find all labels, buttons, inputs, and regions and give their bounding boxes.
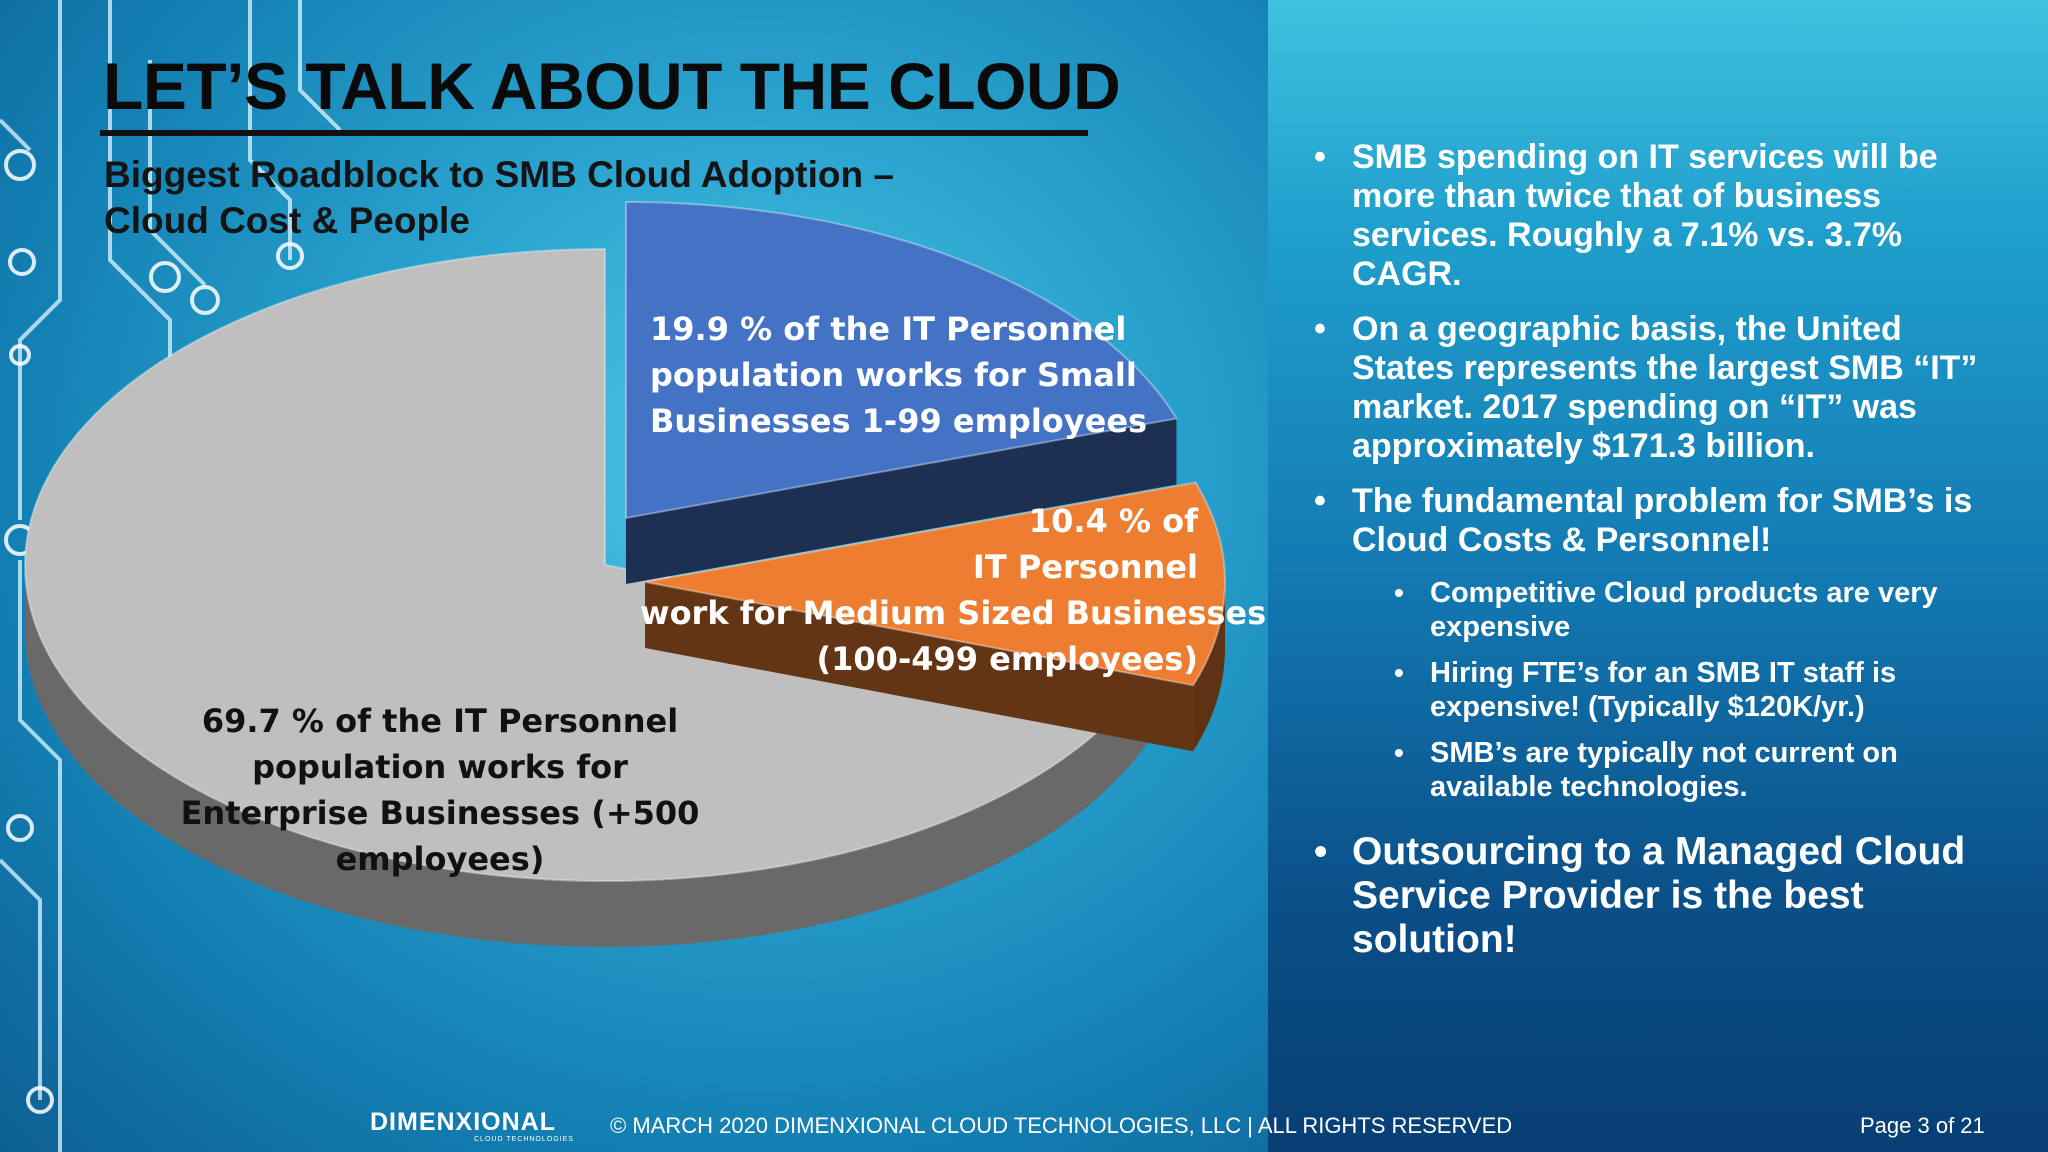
pie-slice-side-1-1 <box>645 582 1194 752</box>
slice-label-line: 19.9 % of the IT Personnel <box>650 310 1127 348</box>
title-underline <box>100 130 1088 136</box>
slice-label-enterprise: 69.7 % of the IT Personnel population wo… <box>180 698 700 882</box>
slice-label-small-business: 19.9 % of the IT Personnel population wo… <box>650 306 1147 444</box>
slice-label-medium-business: 10.4 % of IT Personnel work for Medium S… <box>640 498 1267 682</box>
pie-slice-top-0 <box>625 200 1179 520</box>
bullet-item: The fundamental problem for SMB’s is Clo… <box>1312 482 2012 560</box>
slice-label-line: IT Personnel <box>972 548 1198 586</box>
slide-title: LET’S TALK ABOUT THE CLOUD <box>103 49 1121 123</box>
bullet-item-highlight: Outsourcing to a Managed Cloud Service P… <box>1312 830 2012 962</box>
pie-slice-side-0-1 <box>626 418 1177 584</box>
logo-wordmark: DIMENXIONAL <box>370 1108 556 1136</box>
slice-label-line: 10.4 % of <box>1028 502 1198 540</box>
slice-label-line: work for Medium Sized Businesses <box>640 594 1267 632</box>
pie-chart <box>24 200 1226 947</box>
sub-bullet-item: Competitive Cloud products are very expe… <box>1388 576 2012 644</box>
company-logo: DIMENXIONAL CLOUD TECHNOLOGIES <box>370 1106 580 1148</box>
slice-label-line: 69.7 % of the IT Personnel <box>201 702 679 740</box>
sub-bullet-item: SMB’s are typically not current on avail… <box>1388 736 2012 804</box>
bullet-list: SMB spending on IT services will be more… <box>1312 138 2012 962</box>
page-number: Page 3 of 21 <box>1860 1113 1985 1138</box>
subtitle-line-1: Biggest Roadblock to SMB Cloud Adoption … <box>104 154 894 195</box>
slice-label-line: Enterprise Businesses (+500 <box>180 794 700 832</box>
pie-slice-1 <box>644 481 1226 752</box>
pie-slice-top-1 <box>644 481 1226 687</box>
sub-bullet-item: Hiring FTE’s for an SMB IT staff is expe… <box>1388 656 2012 724</box>
slice-label-line: Businesses 1-99 employees <box>650 402 1148 440</box>
slice-label-line: population works for <box>252 748 628 786</box>
logo-tagline: CLOUD TECHNOLOGIES <box>474 1136 574 1143</box>
pie-slice-top-2 <box>24 247 1155 882</box>
subtitle-line-2: Cloud Cost & People <box>104 200 470 241</box>
pie-slice-wall-1-0 <box>1193 582 1225 752</box>
bullet-item: SMB spending on IT services will be more… <box>1312 138 2012 294</box>
chart-subtitle: Biggest Roadblock to SMB Cloud Adoption … <box>104 152 1004 244</box>
bullet-item: On a geographic basis, the United States… <box>1312 310 2012 466</box>
footer-copyright: © MARCH 2020 DIMENXIONAL CLOUD TECHNOLOG… <box>610 1113 1513 1138</box>
slice-label-line: (100-499 employees) <box>816 640 1198 678</box>
slice-label-line: population works for Small <box>650 356 1137 394</box>
slice-label-line: employees) <box>335 840 545 878</box>
pie-slice-0 <box>625 200 1179 584</box>
pie-slice-wall-2-0 <box>25 565 1154 947</box>
